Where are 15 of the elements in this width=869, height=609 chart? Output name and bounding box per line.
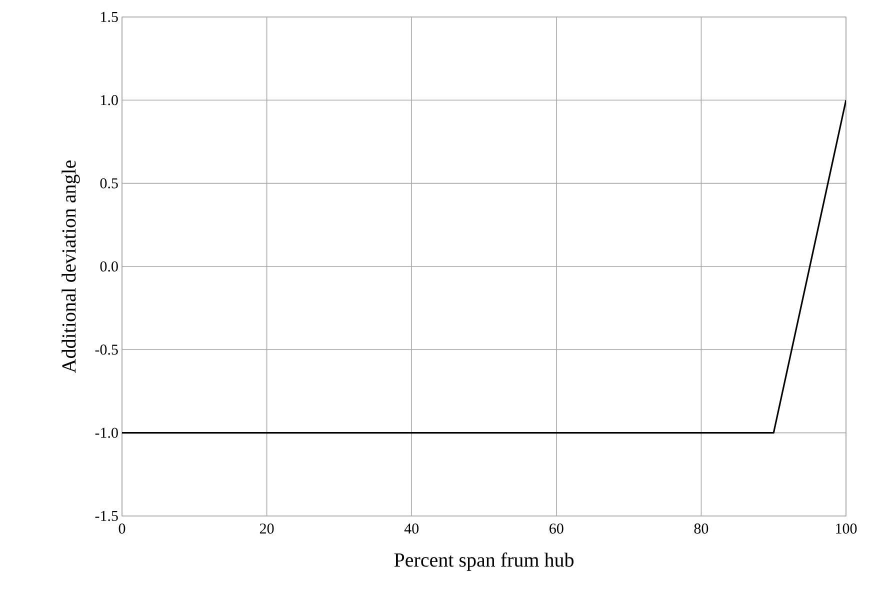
x-tick-label: 80 (694, 524, 708, 534)
x-tick-label: 100 (836, 524, 857, 534)
y-tick-label: 1.5 (101, 12, 118, 22)
y-axis-title: Additional deviation angle (62, 160, 80, 373)
y-tick-label: -1.0 (95, 428, 118, 438)
y-tick-label: 0.5 (100, 178, 118, 188)
y-tick-label: 1.0 (101, 95, 118, 106)
y-tick-label: -1.5 (95, 510, 118, 522)
x-tick-label: 40 (404, 524, 419, 534)
x-tick-label: 20 (260, 524, 274, 534)
x-tick-label: 60 (550, 524, 564, 534)
x-axis-title: Percent span frum hub (394, 552, 574, 571)
x-tick-label: 0 (118, 524, 126, 534)
y-tick-label: 0.0 (100, 261, 118, 272)
y-tick-label: -0.5 (95, 344, 118, 355)
